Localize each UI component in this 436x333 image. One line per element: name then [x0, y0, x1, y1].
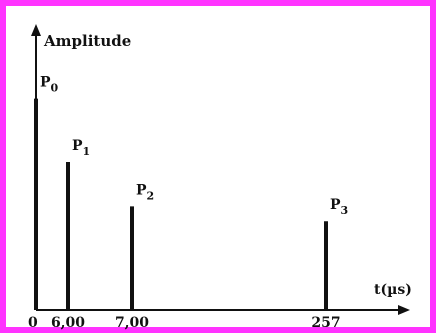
- x-tick-label: 6,00: [51, 315, 85, 331]
- x-axis-arrow: [398, 305, 410, 315]
- y-axis-label: Amplitude: [43, 32, 131, 50]
- impulse-group: P0 P1 P2 P3: [34, 75, 348, 310]
- x-tick-label: 257: [311, 315, 340, 331]
- impulse-label-p2: P2: [136, 182, 154, 202]
- x-tick-label: 7,00: [115, 315, 149, 331]
- impulse-label-p3: P3: [330, 197, 348, 217]
- y-axis-arrow: [31, 24, 41, 36]
- tick-label-group: 0 6,00 7,00 257: [28, 315, 341, 331]
- impulse-label-p1: P1: [72, 138, 90, 158]
- impulse-label-p0: P0: [40, 75, 59, 95]
- x-tick-label: 0: [28, 315, 38, 331]
- x-axis-label: t(µs): [374, 282, 412, 298]
